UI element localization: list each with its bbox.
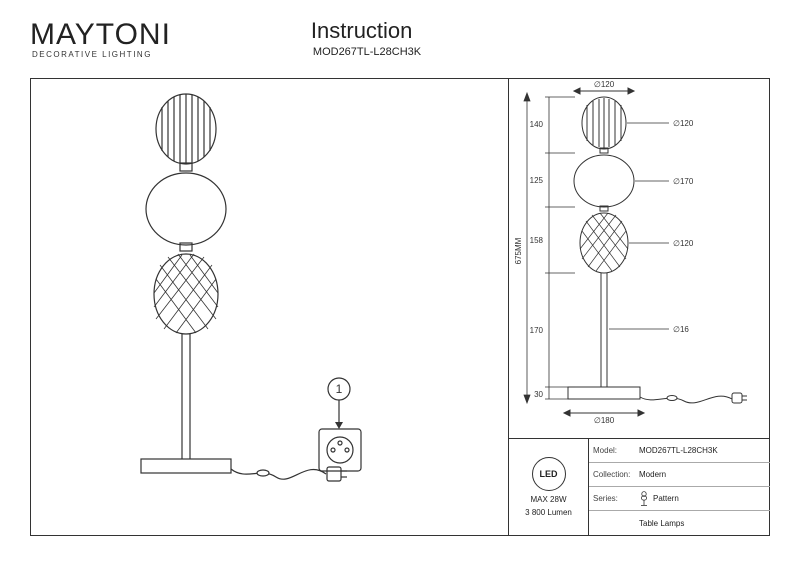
svg-text:158: 158	[530, 236, 544, 245]
spec-label-series: Series:	[589, 494, 635, 503]
led-label: LED	[540, 469, 558, 479]
title-block: Instruction MOD267TL-L28CH3K	[311, 18, 421, 58]
drawing-frame: 1 ∅120	[30, 78, 770, 536]
spec-value-collection: Modern	[635, 470, 770, 479]
svg-text:675MM: 675MM	[514, 237, 523, 264]
dimension-drawing: ∅120	[509, 79, 770, 439]
spec-row: Model: MOD267TL-L28CH3K	[589, 439, 770, 463]
step-one-label: 1	[336, 382, 343, 396]
led-panel: LED MAX 28W 3 800 Lumen	[509, 439, 589, 535]
step-one-callout: 1	[328, 378, 350, 429]
brand-name: MAYTONI	[30, 18, 171, 52]
svg-text:∅16: ∅16	[673, 325, 689, 334]
svg-text:∅120: ∅120	[673, 239, 694, 248]
led-badge: LED	[532, 457, 566, 491]
spec-table: Model: MOD267TL-L28CH3K Collection: Mode…	[589, 439, 770, 535]
svg-text:125: 125	[530, 176, 544, 185]
left-panel: 1	[31, 79, 509, 535]
led-max: MAX 28W	[530, 495, 566, 504]
spec-row: Series: Pattern	[589, 487, 770, 511]
spec-label-collection: Collection:	[589, 470, 635, 479]
led-lumen: 3 800 Lumen	[525, 508, 572, 517]
socket-icon	[319, 429, 361, 471]
spec-row: Collection: Modern	[589, 463, 770, 487]
svg-text:∅180: ∅180	[594, 416, 615, 425]
spec-value-model: MOD267TL-L28CH3K	[635, 446, 770, 455]
svg-text:∅120: ∅120	[673, 119, 694, 128]
spec-label-model: Model:	[589, 446, 635, 455]
page-title: Instruction	[311, 18, 421, 44]
spec-row: Table Lamps	[589, 511, 770, 535]
svg-text:140: 140	[530, 120, 544, 129]
svg-text:30: 30	[534, 390, 543, 399]
spec-value-series: Pattern	[653, 494, 679, 503]
page-model: MOD267TL-L28CH3K	[313, 46, 421, 58]
svg-text:170: 170	[530, 326, 544, 335]
lamp-illustration: 1	[31, 79, 509, 535]
brand-block: MAYTONI DECORATIVE LIGHTING	[30, 18, 171, 59]
right-top-panel: ∅120	[509, 79, 770, 439]
svg-text:∅170: ∅170	[673, 177, 694, 186]
svg-text:∅120: ∅120	[594, 80, 615, 89]
brand-tagline: DECORATIVE LIGHTING	[32, 50, 171, 59]
lamp-icon	[639, 491, 649, 507]
spec-value-type: Table Lamps	[635, 519, 770, 528]
